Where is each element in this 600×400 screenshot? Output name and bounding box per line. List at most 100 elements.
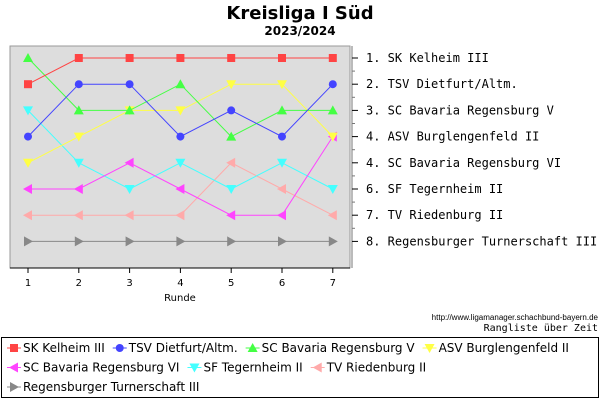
data-point-tv-riedenburg-ii-5	[226, 157, 236, 168]
ranking-label: 8. Regensburger Turnerschaft III	[366, 234, 597, 248]
x-tick-label-3: 3	[126, 278, 132, 289]
data-point-asv-burglengenfeld-ii-5	[226, 80, 237, 90]
data-point-tv-riedenburg-ii-2	[73, 210, 83, 221]
data-point-asv-burglengenfeld-ii-6	[277, 80, 287, 90]
x-tick-label-5: 5	[228, 278, 234, 289]
data-point-sf-tegernheim-ii-1	[23, 106, 33, 116]
data-point-sc-bavaria-regensburg-v-1	[23, 53, 33, 62]
ranking-label: 2. TSV Dietfurt/Altm.	[366, 77, 518, 91]
series-sk-kelheim-iii	[24, 54, 337, 89]
data-point-sf-tegernheim-ii-5	[226, 185, 237, 194]
data-point-tsv-dietfurt-altm-5	[227, 106, 236, 115]
x-tick-label-7: 7	[330, 278, 336, 289]
data-point-regensburger-turnerschaft-iii-1	[24, 236, 33, 247]
series-sc-bavaria-regensburg-v	[23, 53, 338, 141]
ranking-labels: 1. SK Kelheim III 2. TSV Dietfurt/Altm. 3.…	[366, 51, 597, 248]
data-point-sk-kelheim-iii-5	[227, 54, 236, 62]
x-axis-ticks: 1 2 3 4 5 6 7	[25, 268, 336, 289]
legend-marker-sk-kelheim-iii	[10, 344, 18, 352]
data-point-tsv-dietfurt-altm-4	[176, 132, 185, 141]
data-point-sc-bavaria-regensburg-v-7	[327, 105, 338, 115]
data-point-sc-bavaria-regensburg-vi-4	[175, 184, 185, 194]
ranking-label: 4. ASV Burglengenfeld II	[366, 130, 539, 144]
series-sf-tegernheim-ii	[23, 106, 338, 194]
series-layer	[23, 53, 338, 247]
data-point-tv-riedenburg-ii-6	[277, 184, 286, 194]
legend-label-sc-bavaria-regensburg-vi: SC Bavaria Regensburg VI	[23, 361, 179, 375]
data-point-sk-kelheim-iii-3	[125, 54, 134, 62]
data-point-tv-riedenburg-ii-1	[23, 210, 32, 221]
data-point-sc-bavaria-regensburg-v-3	[124, 105, 135, 115]
data-point-regensburger-turnerschaft-iii-3	[125, 236, 135, 247]
x-tick-label-6: 6	[279, 278, 285, 289]
series-tsv-dietfurt-altm	[24, 80, 337, 141]
data-point-sc-bavaria-regensburg-vi-1	[23, 184, 32, 194]
data-point-regensburger-turnerschaft-iii-2	[74, 236, 84, 247]
legend-box	[1, 337, 599, 398]
legend-item-regensburger-turnerschaft-iii: Regensburger Turnerschaft III	[7, 380, 199, 394]
legend-label-tv-riedenburg-ii: TV Riedenburg II	[326, 361, 426, 375]
legend-item-sc-bavaria-regensburg-v: SC Bavaria Regensburg V	[245, 341, 416, 355]
ranking-label: 6. SF Tegernheim II	[366, 182, 503, 196]
legend-marker-sc-bavaria-regensburg-vi	[9, 362, 18, 373]
chart-subtitle: 2023/2024	[264, 24, 335, 38]
chart-title: Kreisliga I Süd	[226, 3, 373, 24]
data-point-tsv-dietfurt-altm-7	[328, 80, 337, 89]
legend-item-tv-riedenburg-ii: TV Riedenburg II	[310, 361, 426, 375]
ranking-label: 3. SC Bavaria Regensburg V	[366, 103, 554, 117]
data-point-sk-kelheim-iii-4	[176, 54, 185, 62]
legend-label-sf-tegernheim-ii: SF Tegernheim II	[203, 361, 302, 375]
data-point-sc-bavaria-regensburg-v-2	[73, 105, 84, 115]
data-point-asv-burglengenfeld-ii-1	[23, 158, 33, 168]
data-point-sf-tegernheim-ii-3	[124, 185, 135, 194]
legend-item-sf-tegernheim-ii: SF Tegernheim II	[187, 361, 303, 375]
source-url: http://www.ligamanager.schachbund-bayern…	[432, 313, 599, 322]
data-point-sk-kelheim-iii-6	[278, 54, 286, 62]
data-point-tv-riedenburg-ii-4	[175, 210, 185, 221]
data-point-tsv-dietfurt-altm-6	[278, 132, 286, 141]
ranking-label: 7. TV Riedenburg II	[366, 208, 503, 222]
x-tick-label-4: 4	[177, 278, 183, 289]
ranking-ticks	[352, 57, 358, 242]
data-point-tv-riedenburg-ii-3	[124, 210, 134, 221]
legend-marker-sc-bavaria-regensburg-v	[247, 343, 258, 352]
data-point-sf-tegernheim-ii-2	[73, 158, 84, 168]
data-point-sc-bavaria-regensburg-v-4	[175, 79, 186, 89]
legend-item-sk-kelheim-iii: SK Kelheim III	[7, 341, 105, 355]
data-point-sc-bavaria-regensburg-v-5	[226, 131, 237, 141]
series-regensburger-turnerschaft-iii	[24, 236, 338, 247]
legend-marker-tsv-dietfurt-altm	[115, 344, 124, 352]
data-point-sc-bavaria-regensburg-vi-3	[124, 157, 134, 168]
data-point-tv-riedenburg-ii-7	[327, 210, 337, 221]
data-point-regensburger-turnerschaft-iii-4	[176, 236, 186, 247]
data-point-sc-bavaria-regensburg-vi-2	[73, 184, 83, 194]
data-point-sc-bavaria-regensburg-vi-6	[277, 210, 286, 221]
series-tv-riedenburg-ii	[23, 157, 337, 221]
data-point-tsv-dietfurt-altm-1	[24, 132, 32, 141]
data-point-asv-burglengenfeld-ii-7	[327, 132, 338, 142]
x-tick-label-2: 2	[76, 278, 82, 289]
data-point-asv-burglengenfeld-ii-2	[73, 132, 84, 142]
data-point-sf-tegernheim-ii-6	[277, 158, 287, 168]
data-point-sc-bavaria-regensburg-vi-5	[226, 210, 236, 221]
legend-label-sc-bavaria-regensburg-v: SC Bavaria Regensburg V	[262, 341, 416, 355]
data-point-sk-kelheim-iii-1	[24, 80, 32, 89]
legend: SK Kelheim III TSV Dietfurt/Altm. SC Bavar…	[7, 341, 569, 394]
data-point-regensburger-turnerschaft-iii-6	[278, 236, 287, 247]
data-point-tsv-dietfurt-altm-3	[125, 80, 134, 89]
data-point-regensburger-turnerschaft-iii-5	[227, 236, 237, 247]
data-point-sf-tegernheim-ii-7	[327, 185, 338, 194]
legend-item-asv-burglengenfeld-ii: ASV Burglengenfeld II	[422, 341, 569, 355]
data-point-sk-kelheim-iii-2	[74, 54, 83, 62]
x-axis-label: Runde	[164, 293, 196, 304]
data-point-tsv-dietfurt-altm-2	[74, 80, 83, 89]
legend-item-tsv-dietfurt-altm: TSV Dietfurt/Altm.	[112, 341, 238, 355]
footer-note: Rangliste über Zeit	[484, 323, 598, 334]
plot-area	[9, 45, 351, 269]
x-tick-label-1: 1	[25, 278, 31, 289]
legend-marker-asv-burglengenfeld-ii	[424, 344, 435, 353]
data-point-sk-kelheim-iii-7	[328, 54, 337, 62]
data-point-regensburger-turnerschaft-iii-7	[328, 236, 338, 247]
legend-marker-tv-riedenburg-ii	[312, 362, 322, 373]
